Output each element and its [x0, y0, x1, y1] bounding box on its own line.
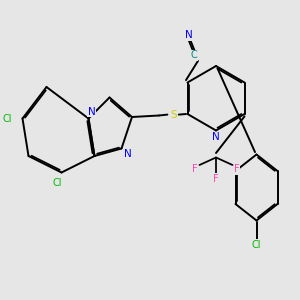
Text: Cl: Cl [52, 178, 62, 188]
Text: N: N [212, 132, 220, 142]
Text: F: F [213, 173, 219, 184]
Text: S: S [170, 110, 177, 120]
Text: N: N [185, 30, 193, 40]
Text: N: N [124, 149, 132, 159]
Text: F: F [234, 164, 240, 175]
Text: C: C [191, 50, 197, 61]
Text: F: F [192, 164, 198, 175]
Text: Cl: Cl [252, 239, 261, 250]
Text: N: N [88, 107, 95, 117]
Text: Cl: Cl [2, 113, 12, 124]
